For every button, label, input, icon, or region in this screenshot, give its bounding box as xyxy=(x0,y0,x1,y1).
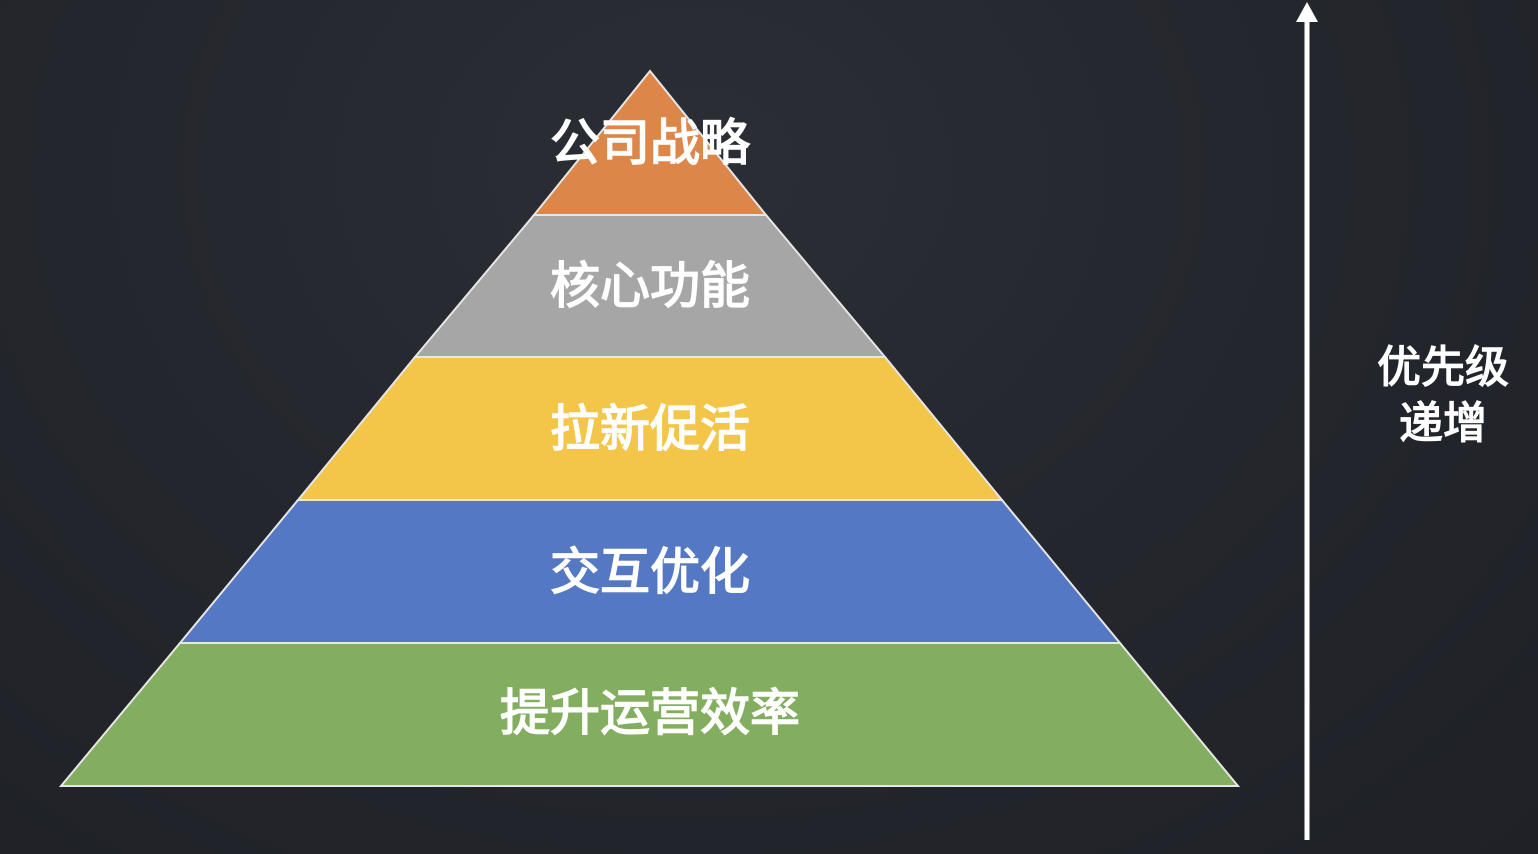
pyramid-level-3: 拉新促活 xyxy=(295,356,1005,501)
priority-arrow xyxy=(1296,2,1318,840)
priority-axis-label-line2: 递增 xyxy=(1399,398,1487,449)
pyramid-level-4: 交互优化 xyxy=(177,499,1123,644)
pyramid-level-5-label: 提升运营效率 xyxy=(500,684,800,742)
pyramid-level-4-label: 交互优化 xyxy=(550,543,750,601)
pyramid-level-2: 核心功能 xyxy=(412,214,888,358)
pyramid-level-3-label: 拉新促活 xyxy=(550,400,750,458)
pyramid-level-1-label: 公司战略 xyxy=(550,114,751,172)
priority-axis-label-line1: 优先级 xyxy=(1377,342,1509,393)
priority-axis-label: 优先级 递增 xyxy=(1350,340,1536,452)
pyramid-level-2-label: 核心功能 xyxy=(550,257,750,315)
pyramid-level-1: 公司战略 xyxy=(531,69,769,216)
pyramid-level-5-shape xyxy=(58,642,1241,787)
pyramid-level-5: 提升运营效率 xyxy=(58,642,1241,787)
priority-arrow-head-icon xyxy=(1296,2,1318,22)
